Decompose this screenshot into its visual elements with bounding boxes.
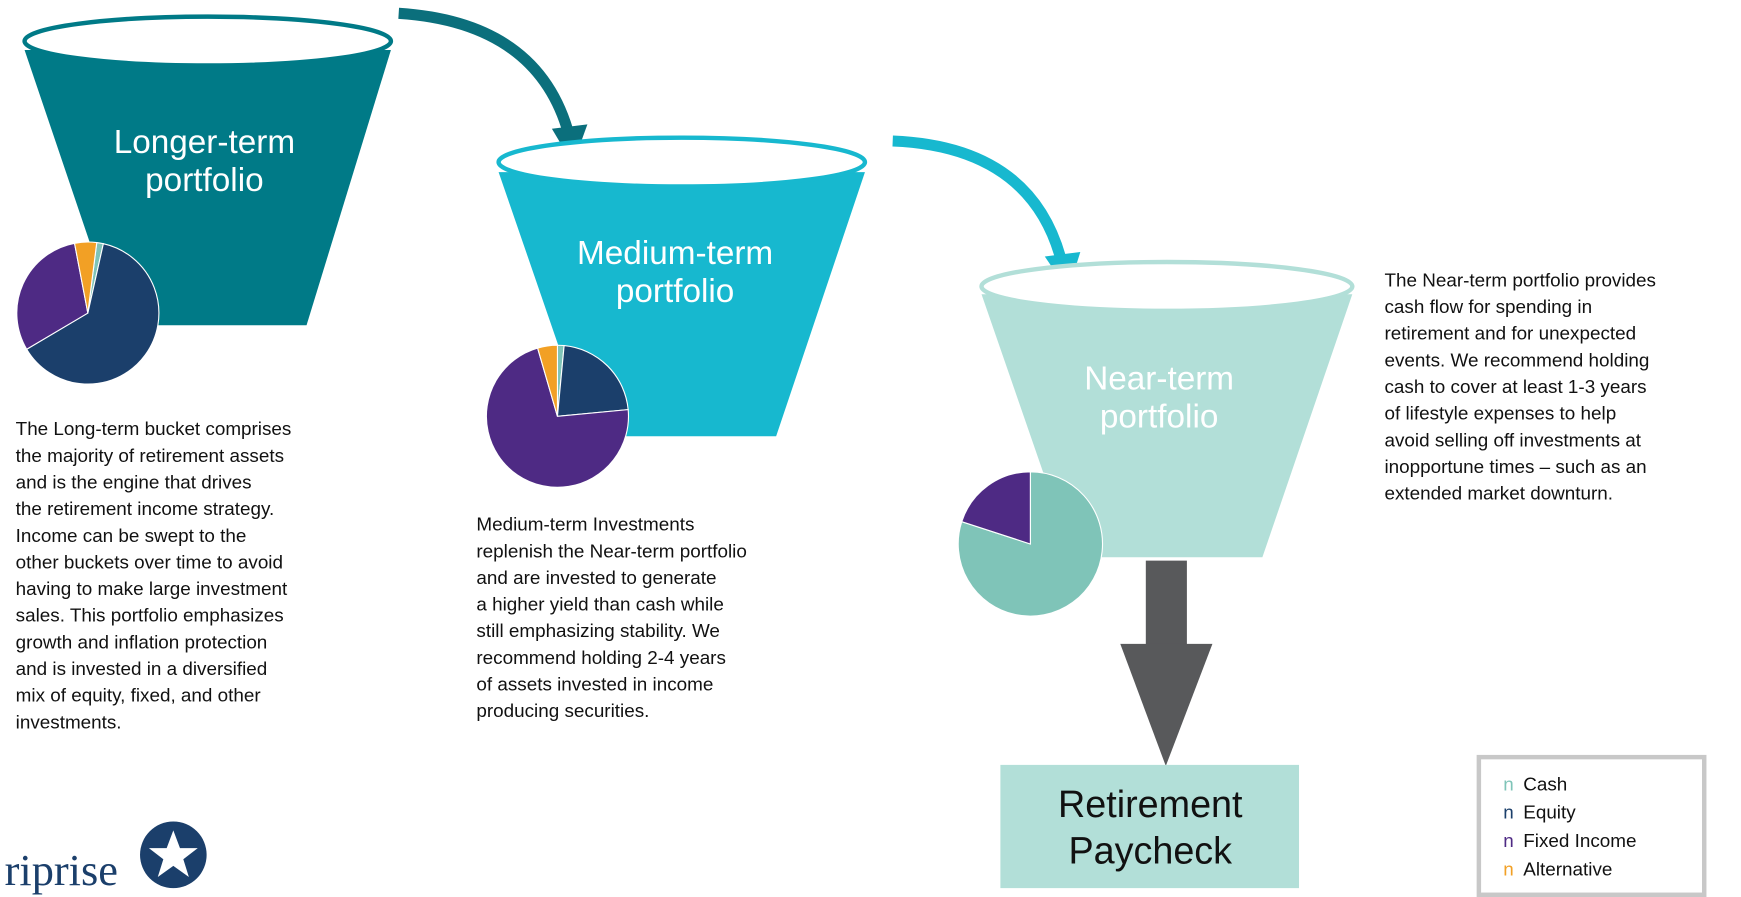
legend-bullet: n: [1503, 802, 1514, 823]
bucket-title: portfolio: [616, 273, 734, 310]
legend-label: Fixed Income: [1523, 830, 1636, 851]
description: avoid selling off investments at: [1384, 429, 1641, 450]
description: of lifestyle expenses to help: [1384, 403, 1616, 424]
description: cash to cover at least 1-3 years: [1384, 376, 1646, 397]
description: still emphasizing stability. We: [476, 620, 720, 641]
logo-text: riprise: [5, 845, 118, 895]
arrow: [1146, 561, 1187, 646]
description: investments.: [16, 711, 122, 732]
description: events. We recommend holding: [1384, 349, 1649, 370]
description: other buckets over time to avoid: [16, 551, 283, 572]
description: replenish the Near-term portfolio: [476, 540, 746, 561]
arrow: [399, 13, 569, 133]
description: and is invested in a diversified: [16, 658, 268, 679]
description: a higher yield than cash while: [476, 594, 723, 615]
bucket-title: Medium-term: [577, 235, 773, 272]
description: mix of equity, fixed, and other: [16, 685, 261, 706]
arrow: [893, 141, 1062, 261]
description: recommend holding 2-4 years: [476, 647, 725, 668]
funnel-rim: [982, 262, 1353, 311]
description: of assets invested in income: [476, 674, 713, 695]
funnel-rim: [499, 138, 865, 187]
bucket-title: portfolio: [145, 162, 263, 199]
description: Medium-term Investments: [476, 514, 694, 535]
arrow-head: [1120, 644, 1212, 766]
description: cash flow for spending in: [1384, 296, 1592, 317]
bucket-title: Near-term: [1084, 361, 1234, 398]
paycheck-label: Paycheck: [1068, 830, 1232, 872]
description: Income can be swept to the: [16, 525, 247, 546]
diagram: Retirement Paycheck riprise Longer-termp…: [0, 0, 1741, 897]
description: The Near-term portfolio provides: [1384, 269, 1655, 290]
description: extended market downturn.: [1384, 483, 1613, 504]
bucket-title: portfolio: [1100, 398, 1218, 435]
description: growth and inflation protection: [16, 631, 268, 652]
description: and are invested to generate: [476, 567, 716, 588]
paycheck-label: Retirement: [1058, 783, 1243, 825]
legend-bullet: n: [1503, 858, 1514, 879]
description: having to make large investment: [16, 578, 288, 599]
description: inopportune times – such as an: [1384, 456, 1646, 477]
description: The Long-term bucket comprises: [16, 418, 292, 439]
bucket-title: Longer-term: [114, 124, 295, 161]
description: the retirement income strategy.: [16, 498, 275, 519]
legend-label: Equity: [1523, 802, 1576, 823]
legend-bullet: n: [1503, 830, 1514, 851]
description: producing securities.: [476, 700, 649, 721]
description: the majority of retirement assets: [16, 445, 284, 466]
description: and is the engine that drives: [16, 471, 252, 492]
funnel-rim: [25, 17, 391, 66]
legend-bullet: n: [1503, 773, 1514, 794]
legend-label: Alternative: [1523, 858, 1612, 879]
description: retirement and for unexpected: [1384, 323, 1636, 344]
legend-label: Cash: [1523, 773, 1567, 794]
description: sales. This portfolio emphasizes: [16, 605, 284, 626]
